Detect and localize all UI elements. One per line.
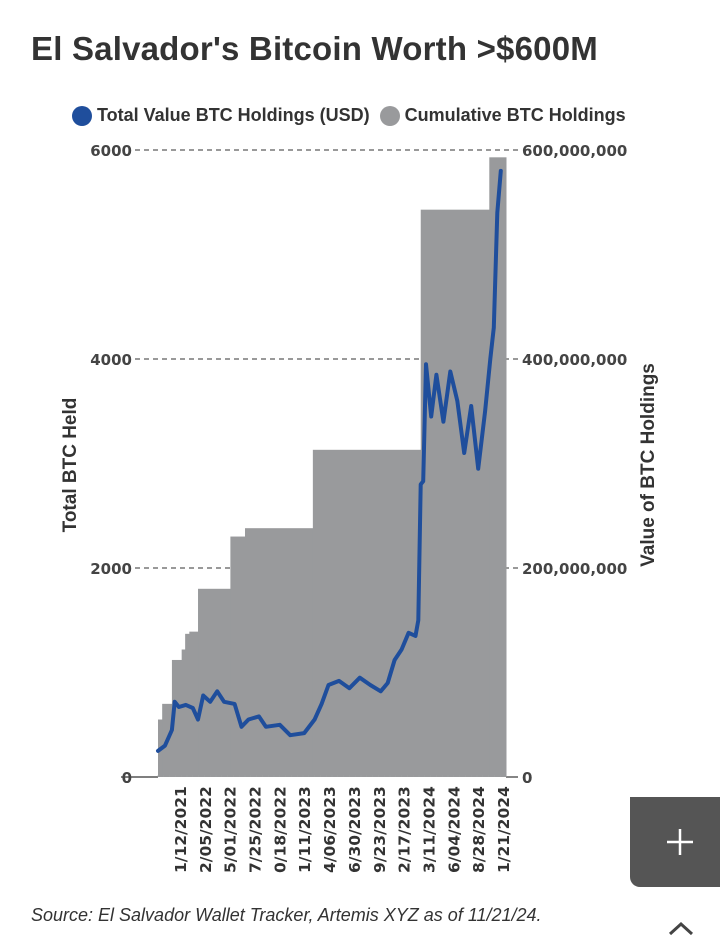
y-tick-label-right: 400,000,000 bbox=[522, 351, 627, 369]
y-tick-label-left: 4000 bbox=[90, 351, 132, 369]
usd-value-point bbox=[379, 689, 383, 693]
usd-value-point bbox=[421, 479, 425, 483]
x-tick-label: 1/12/2021 bbox=[172, 786, 190, 873]
legend-label-usd: Total Value BTC Holdings (USD) bbox=[97, 105, 370, 125]
x-tick-label: 8/28/2024 bbox=[470, 786, 488, 873]
x-tick-label: 7/25/2022 bbox=[247, 786, 265, 873]
usd-value-point bbox=[264, 725, 268, 729]
usd-value-point bbox=[233, 702, 237, 706]
x-tick-label: 5/01/2022 bbox=[222, 786, 240, 873]
usd-value-point bbox=[469, 404, 473, 408]
usd-value-point bbox=[492, 326, 496, 330]
x-tick-label: 6/04/2024 bbox=[445, 786, 463, 873]
usd-value-point bbox=[407, 631, 411, 635]
usd-value-point bbox=[386, 681, 390, 685]
x-tick-label: 4/06/2023 bbox=[321, 786, 339, 873]
y-axis-title-right: Value of BTC Holdings bbox=[638, 363, 659, 567]
btc-holdings-step bbox=[171, 659, 183, 777]
usd-value-point bbox=[347, 686, 351, 690]
usd-value-point bbox=[196, 718, 200, 722]
usd-value-point bbox=[424, 362, 428, 366]
usd-value-point bbox=[483, 409, 487, 413]
usd-value-point bbox=[434, 373, 438, 377]
usd-value-point bbox=[215, 689, 219, 693]
chevron-up-icon[interactable] bbox=[666, 918, 696, 938]
y-tick-label-right: 0 bbox=[522, 769, 532, 787]
x-tick-label: 9/23/2023 bbox=[371, 786, 389, 873]
legend-marker-usd bbox=[72, 105, 92, 126]
x-tick-label: 1/21/2024 bbox=[495, 786, 513, 873]
usd-value-point bbox=[429, 414, 433, 418]
usd-value-point bbox=[191, 706, 195, 710]
legend-item-btc[interactable]: Cumulative BTC Holdings bbox=[379, 105, 626, 126]
usd-value-point bbox=[170, 728, 174, 732]
usd-value-point bbox=[337, 679, 341, 683]
y-tick-label-right: 600,000,000 bbox=[522, 142, 627, 160]
usd-value-point bbox=[302, 731, 306, 735]
btc-holdings-step bbox=[312, 449, 422, 777]
usd-value-point bbox=[313, 718, 317, 722]
legend-item-usd[interactable]: Total Value BTC Holdings (USD) bbox=[72, 105, 370, 126]
usd-value-point bbox=[499, 169, 503, 173]
usd-value-point bbox=[448, 370, 452, 374]
x-tick-label: 0/18/2022 bbox=[271, 786, 289, 873]
btc-holdings-step bbox=[230, 536, 246, 777]
usd-value-point bbox=[441, 420, 445, 424]
usd-value-point bbox=[476, 467, 480, 471]
usd-value-point bbox=[177, 705, 181, 709]
y-tick-label-left: 2000 bbox=[90, 560, 132, 578]
y-tick-label-right: 200,000,000 bbox=[522, 560, 627, 578]
usd-value-point bbox=[368, 683, 372, 687]
usd-value-point bbox=[327, 683, 331, 687]
x-tick-label: 2/05/2022 bbox=[197, 786, 215, 873]
usd-value-point bbox=[257, 714, 261, 718]
usd-value-point bbox=[393, 658, 397, 662]
usd-value-point bbox=[163, 744, 167, 748]
btc-holdings-step bbox=[245, 528, 314, 777]
usd-value-point bbox=[184, 703, 188, 707]
btc-holdings-step bbox=[420, 209, 490, 777]
btc-holdings-step bbox=[189, 631, 199, 777]
usd-value-point bbox=[320, 702, 324, 706]
usd-value-point bbox=[173, 700, 177, 704]
usd-value-point bbox=[358, 676, 362, 680]
legend-label-btc: Cumulative BTC Holdings bbox=[404, 105, 626, 125]
usd-value-point bbox=[495, 211, 499, 215]
usd-value-point bbox=[240, 725, 244, 729]
usd-value-point bbox=[455, 399, 459, 403]
add-icon bbox=[667, 829, 693, 855]
usd-value-point bbox=[488, 357, 492, 361]
y-tick-label-left: 6000 bbox=[90, 142, 132, 160]
usd-value-point bbox=[419, 482, 423, 486]
y-tick-label-left: 0 bbox=[122, 769, 132, 787]
btc-holdings-step bbox=[198, 588, 231, 777]
btc-holdings-step bbox=[181, 649, 186, 777]
usd-value-point bbox=[156, 749, 160, 753]
x-tick-label: 3/11/2024 bbox=[420, 786, 438, 873]
usd-value-point bbox=[208, 700, 212, 704]
usd-value-point bbox=[201, 693, 205, 697]
x-tick-label: 2/17/2023 bbox=[396, 786, 414, 873]
usd-value-point bbox=[288, 733, 292, 737]
x-tick-label: 1/11/2023 bbox=[296, 786, 314, 873]
usd-value-point bbox=[416, 618, 420, 622]
chart-title: El Salvador's Bitcoin Worth >$600M bbox=[31, 30, 598, 67]
usd-value-point bbox=[246, 718, 250, 722]
legend: Total Value BTC Holdings (USD) Cumulativ… bbox=[72, 105, 636, 126]
legend-marker-btc bbox=[379, 105, 400, 126]
usd-value-point bbox=[278, 723, 282, 727]
source-note: Source: El Salvador Wallet Tracker, Arte… bbox=[31, 905, 542, 925]
expand-button[interactable] bbox=[630, 797, 720, 887]
x-tick-label: 6/30/2023 bbox=[346, 786, 364, 873]
usd-value-point bbox=[462, 451, 466, 455]
usd-value-point bbox=[222, 700, 226, 704]
y-axis-title-left: Total BTC Held bbox=[60, 398, 81, 533]
usd-value-line bbox=[156, 168, 503, 753]
usd-value-point bbox=[414, 634, 418, 638]
usd-value-point bbox=[400, 648, 404, 652]
